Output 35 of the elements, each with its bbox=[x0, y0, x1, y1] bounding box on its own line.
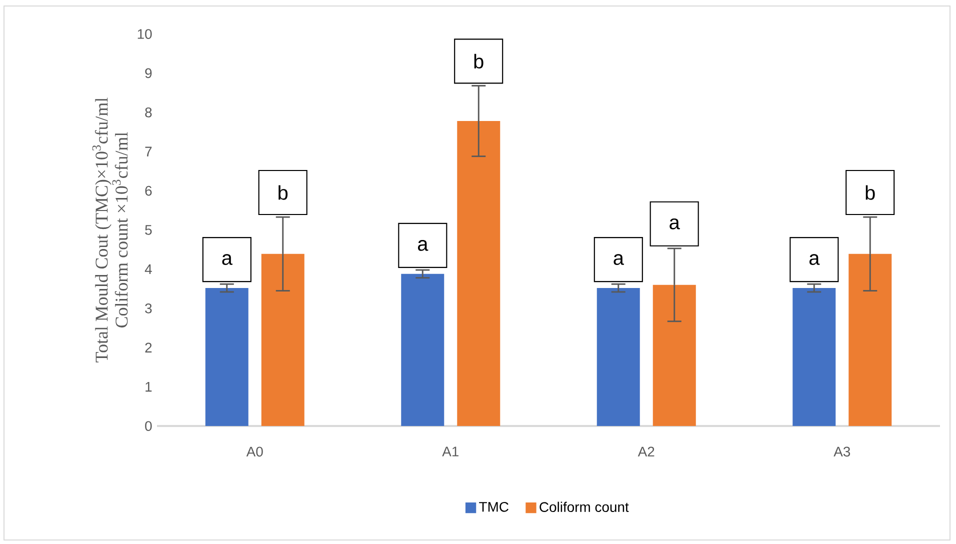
text: Total Mould Cout (TMC)×10$^{3}$cfu/ml bbox=[92, 98, 112, 362]
y-tick-label: 8 bbox=[145, 107, 152, 118]
annotation: a bbox=[418, 240, 428, 251]
y-tick-label: 4 bbox=[144, 264, 152, 274]
annotation: b bbox=[474, 54, 484, 69]
y-tick-label: 0 bbox=[145, 421, 152, 431]
y-tick-label: 10 bbox=[138, 29, 152, 39]
x-tick-label: A2 bbox=[638, 446, 654, 456]
annotation: a bbox=[614, 254, 624, 266]
x-tick-label: A3 bbox=[834, 446, 850, 457]
annotation: a bbox=[809, 254, 820, 266]
y-tick-label: 6 bbox=[145, 186, 152, 196]
y-tick-label: 9 bbox=[145, 68, 152, 78]
y-tick-label: 2 bbox=[145, 342, 152, 352]
bar bbox=[457, 121, 500, 426]
annotation: b bbox=[866, 185, 875, 200]
bar bbox=[261, 254, 304, 426]
bar bbox=[848, 254, 892, 426]
x-tick-label: A1 bbox=[442, 446, 458, 456]
bar bbox=[596, 288, 640, 426]
annotation: b bbox=[278, 185, 288, 200]
annotation: a bbox=[222, 254, 232, 266]
text: Coliform count ×10$^{3}$cfu/ml bbox=[112, 132, 128, 328]
bar bbox=[652, 284, 696, 426]
y-tick-label: 3 bbox=[145, 303, 152, 314]
bar bbox=[205, 288, 248, 426]
y-tick-label: 1 bbox=[146, 382, 152, 392]
legend-label: Coliform count bbox=[540, 502, 629, 512]
y-tick-label: 7 bbox=[145, 146, 152, 156]
annotation: a bbox=[670, 218, 680, 230]
bar bbox=[792, 288, 836, 426]
y-tick-label: 5 bbox=[145, 225, 152, 235]
x-tick-label: A0 bbox=[246, 446, 263, 457]
bar bbox=[401, 274, 444, 426]
legend-label: TMC bbox=[479, 502, 508, 512]
